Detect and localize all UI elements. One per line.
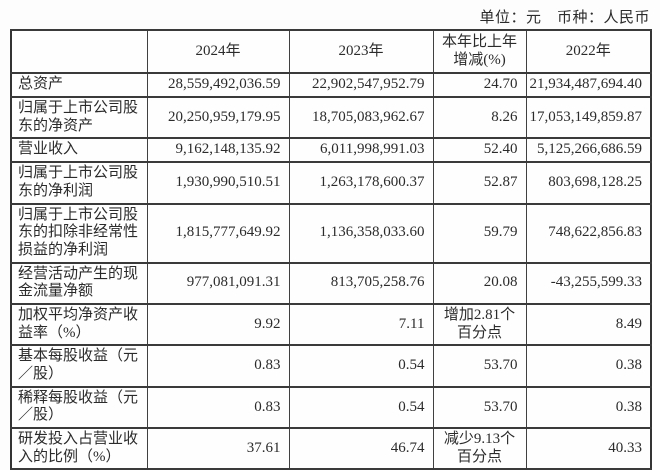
table-header-row: 2024年 2023年 本年比上年增减(%) 2022年 <box>10 28 652 75</box>
unit-currency-note: 单位：元 币种：人民币 <box>479 10 650 26</box>
row-label: 营业收入 <box>10 137 148 164</box>
value-2022: 0.38 <box>525 344 652 388</box>
value-2023: 1,263,178,600.37 <box>288 161 434 205</box>
value-2023: 22,902,547,952.79 <box>288 72 434 99</box>
value-change: 减少9.13个百分点 <box>432 427 527 470</box>
header-2022: 2022年 <box>525 28 652 75</box>
value-2024: 9,162,148,135.92 <box>146 137 290 164</box>
value-2022: 0.38 <box>525 385 652 430</box>
table-row: 基本每股收益（元／股） 0.83 0.54 53.70 0.38 <box>10 344 652 388</box>
table-row: 加权平均净资产收益率（%） 9.92 7.11 增加2.81个百分点 8.49 <box>10 302 652 347</box>
value-change: 53.70 <box>432 344 527 388</box>
header-2024: 2024年 <box>146 28 290 75</box>
value-change: 52.40 <box>432 137 527 164</box>
value-2023: 46.74 <box>288 427 434 470</box>
value-2022: -43,255,599.33 <box>525 261 652 305</box>
row-label: 总资产 <box>10 72 148 99</box>
report-page: { "page": { "unit_note": "单位：元 币种：人民币" }… <box>10 10 652 470</box>
value-change: 53.70 <box>432 385 527 430</box>
value-2024: 9.92 <box>146 302 290 347</box>
value-2024: 0.83 <box>146 385 290 430</box>
row-label: 归属于上市公司股东的扣除非经常性损益的净利润 <box>10 202 148 264</box>
row-label: 基本每股收益（元／股） <box>10 344 148 388</box>
table-row: 营业收入 9,162,148,135.92 6,011,998,991.03 5… <box>10 137 652 164</box>
value-2023: 0.54 <box>288 344 434 388</box>
value-change: 24.70 <box>432 72 527 99</box>
value-2023: 7.11 <box>288 302 434 347</box>
value-change: 59.79 <box>432 202 527 264</box>
value-2023: 813,705,258.76 <box>288 261 434 305</box>
header-change: 本年比上年增减(%) <box>432 28 527 75</box>
value-2022: 748,622,856.83 <box>525 202 652 264</box>
value-2022: 803,698,128.25 <box>525 161 652 205</box>
table-row: 归属于上市公司股东的扣除非经常性损益的净利润 1,815,777,649.92 … <box>10 202 652 264</box>
table-row: 总资产 28,559,492,036.59 22,902,547,952.79 … <box>10 72 652 99</box>
row-label: 研发投入占营业收入的比例（%） <box>10 427 148 470</box>
value-2023: 6,011,998,991.03 <box>288 137 434 164</box>
header-2023: 2023年 <box>288 28 434 75</box>
value-2024: 20,250,959,179.95 <box>146 96 290 140</box>
table-row: 归属于上市公司股东的净利润 1,930,990,510.51 1,263,178… <box>10 161 652 205</box>
row-label: 归属于上市公司股东的净利润 <box>10 161 148 205</box>
value-2024: 1,930,990,510.51 <box>146 161 290 205</box>
value-change: 52.87 <box>432 161 527 205</box>
value-2022: 8.49 <box>525 302 652 347</box>
value-2023: 1,136,358,033.60 <box>288 202 434 264</box>
value-2024: 1,815,777,649.92 <box>146 202 290 264</box>
value-change: 8.26 <box>432 96 527 140</box>
value-2022: 21,934,487,694.40 <box>525 72 652 99</box>
table-row: 归属于上市公司股东的净资产 20,250,959,179.95 18,705,0… <box>10 96 652 140</box>
financial-summary-table: 2024年 2023年 本年比上年增减(%) 2022年 总资产 28,559,… <box>10 28 652 470</box>
value-2024: 0.83 <box>146 344 290 388</box>
row-label: 经营活动产生的现金流量净额 <box>10 261 148 305</box>
table-row: 经营活动产生的现金流量净额 977,081,091.31 813,705,258… <box>10 261 652 305</box>
row-label: 稀释每股收益（元／股） <box>10 385 148 430</box>
value-2024: 977,081,091.31 <box>146 261 290 305</box>
value-change: 20.08 <box>432 261 527 305</box>
value-2023: 0.54 <box>288 385 434 430</box>
value-2022: 17,053,149,859.87 <box>525 96 652 140</box>
row-label: 归属于上市公司股东的净资产 <box>10 96 148 140</box>
value-2024: 37.61 <box>146 427 290 470</box>
value-2023: 18,705,083,962.67 <box>288 96 434 140</box>
row-label: 加权平均净资产收益率（%） <box>10 302 148 347</box>
value-2022: 40.33 <box>525 427 652 470</box>
value-change: 增加2.81个百分点 <box>432 302 527 347</box>
header-item <box>10 28 148 75</box>
table-row: 研发投入占营业收入的比例（%） 37.61 46.74 减少9.13个百分点 4… <box>10 427 652 470</box>
value-2024: 28,559,492,036.59 <box>146 72 290 99</box>
table-row: 稀释每股收益（元／股） 0.83 0.54 53.70 0.38 <box>10 385 652 430</box>
value-2022: 5,125,266,686.59 <box>525 137 652 164</box>
